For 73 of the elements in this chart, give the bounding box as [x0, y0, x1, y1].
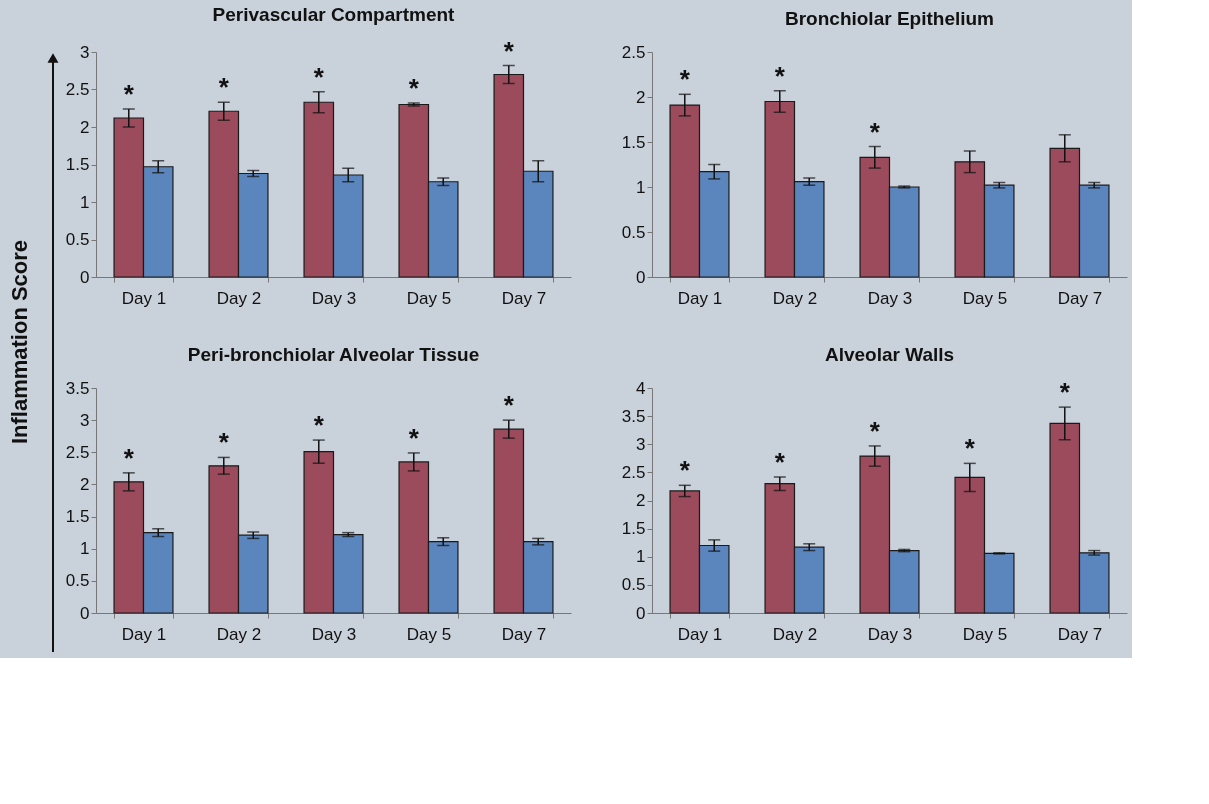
y-tick-label: 1: [636, 177, 646, 197]
y-tick-label: 0.5: [621, 575, 646, 595]
x-tick-label: Day 5: [406, 288, 452, 308]
y-tick-label: 3: [80, 42, 90, 62]
x-tick-label: Day 2: [772, 288, 818, 308]
y-tick-label: 2: [636, 87, 646, 107]
annotation: *: [679, 64, 691, 95]
x-tick-label: Day 3: [867, 288, 913, 308]
annotation: *: [218, 427, 230, 458]
x-tick-label: Day 3: [311, 624, 357, 644]
x-tick-label: Day 2: [772, 624, 818, 644]
x-tick-label: Day 3: [311, 288, 357, 308]
y-tick-label: 1.5: [621, 519, 646, 539]
y-tick-label: 1: [80, 539, 90, 559]
x-tick-label: Day 5: [962, 624, 1008, 644]
y-tick-label: 0: [80, 267, 90, 287]
chart-title: Bronchiolar Epithelium: [784, 8, 995, 29]
x-tick-label: Day 7: [501, 288, 547, 308]
annotation: *: [774, 446, 786, 477]
x-tick-label: Day 7: [1057, 288, 1103, 308]
y-tick-label: 0: [80, 603, 90, 623]
x-tick-label: Day 2: [216, 624, 262, 644]
annotation: *: [123, 442, 135, 473]
x-tick-label: Day 5: [406, 624, 452, 644]
annotation: *: [503, 35, 515, 66]
x-tick-label: Day 7: [501, 624, 547, 644]
annotation: *: [869, 116, 881, 147]
annotation: *: [408, 422, 420, 453]
y-axis-title: Inflammation Score: [7, 239, 32, 445]
y-tick-label: 3: [80, 410, 90, 430]
y-tick-label: 0.5: [621, 222, 646, 242]
chart-title: Perivascular Compartment: [212, 3, 456, 25]
chart-title: Peri-bronchiolar Alveolar Tissue: [187, 344, 480, 365]
y-tick-label: 1: [80, 192, 90, 212]
x-tick-label: Day 1: [121, 288, 167, 308]
x-tick-label: Day 1: [677, 624, 723, 644]
y-tick-label: 3.5: [621, 406, 646, 426]
annotation: *: [774, 60, 786, 91]
y-tick-label: 2.5: [65, 80, 90, 99]
y-tick-label: 1.5: [65, 155, 90, 174]
y-tick-label: 0: [636, 603, 646, 623]
y-tick-label: 2.5: [621, 462, 646, 482]
y-tick-label: 2: [80, 474, 90, 494]
y-tick-label: 0.5: [65, 571, 90, 591]
annotation: *: [408, 73, 420, 103]
annotation: *: [503, 390, 515, 421]
annotation: *: [313, 410, 325, 441]
annotation: *: [1059, 377, 1071, 408]
y-tick-label: 3.5: [65, 378, 90, 398]
annotation: *: [313, 61, 325, 92]
annotation: *: [679, 455, 691, 486]
y-tick-label: 2.5: [621, 42, 646, 62]
x-tick-label: Day 7: [1057, 624, 1103, 644]
y-tick-label: 3: [636, 434, 646, 454]
annotation: *: [964, 433, 976, 464]
x-tick-label: Day 1: [677, 288, 723, 308]
y-tick-label: 2: [80, 117, 90, 137]
y-tick-label: 2: [636, 491, 646, 510]
x-tick-label: Day 2: [216, 288, 262, 308]
annotation: *: [218, 72, 230, 103]
y-tick-label: 4: [636, 378, 646, 398]
x-tick-label: Day 1: [121, 624, 167, 644]
y-tick-label: 1.5: [621, 132, 646, 152]
y-tick-label: 1.5: [65, 507, 90, 527]
annotation: *: [869, 415, 881, 446]
x-tick-label: Day 5: [962, 288, 1008, 308]
x-tick-label: Day 3: [867, 624, 913, 644]
y-tick-label: 0.5: [65, 230, 90, 249]
y-tick-label: 1: [636, 547, 646, 567]
chart-title: Alveolar Walls: [824, 344, 955, 365]
y-tick-label: 2.5: [65, 442, 90, 462]
y-tick-label: 0: [636, 267, 646, 287]
annotation: *: [123, 79, 135, 109]
